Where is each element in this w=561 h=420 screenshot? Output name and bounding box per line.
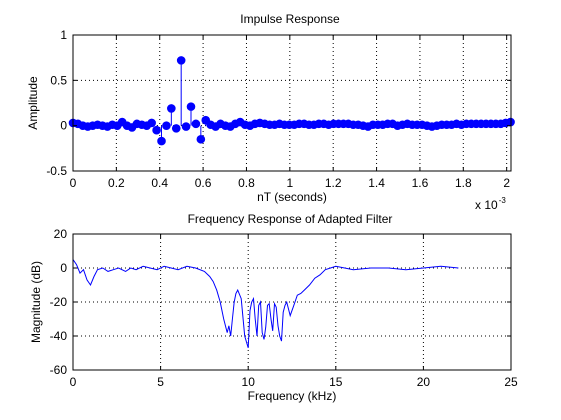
impulse-x-axis-label: nT (seconds) xyxy=(257,190,327,204)
impulse-stem-marker xyxy=(171,124,181,133)
impulse-ticks: 0 0.2 0.4 0.6 0.8 1 1.2 1.4 1.6 1.8 2-0.500.51 xyxy=(46,28,511,190)
impulse-stem-marker xyxy=(191,119,201,129)
freq-y-tick-label: 20 xyxy=(54,227,68,241)
impulse-x-multiplier-exponent: -3 xyxy=(499,196,507,205)
impulse-stem-marker xyxy=(176,56,186,65)
impulse-stem-marker xyxy=(152,125,161,135)
freq-x-tick-label: 10 xyxy=(242,375,256,389)
freq-ticks: 0 5 10 15 20 25 -60 -40 -20 0 20 xyxy=(50,227,518,389)
freq-y-tick-label: -20 xyxy=(50,295,68,309)
impulse-y-tick-label: 0.5 xyxy=(50,73,67,87)
freq-response-line xyxy=(72,259,459,349)
impulse-stem-marker xyxy=(167,104,176,113)
impulse-x-tick-label: 0.2 xyxy=(108,176,125,190)
freq-x-tick-label: 5 xyxy=(157,375,164,389)
freq-x-tick-label: 20 xyxy=(417,375,431,389)
impulse-x-multiplier: x 10-3 xyxy=(475,196,506,212)
freq-x-tick-label: 0 xyxy=(70,375,77,389)
impulse-stem-marker xyxy=(196,134,206,144)
impulse-x-tick-label: 0 xyxy=(70,176,77,190)
freq-grid xyxy=(73,234,511,370)
impulse-x-tick-label: 0.4 xyxy=(151,176,168,190)
frequency-response-axes: Frequency Response of Adapted Filter 0 5 1… xyxy=(29,212,518,403)
impulse-y-tick-label: 0 xyxy=(60,119,67,133)
impulse-x-tick-label: 0.8 xyxy=(238,176,255,190)
freq-y-tick-label: -60 xyxy=(50,363,68,377)
freq-chart-title: Frequency Response of Adapted Filter xyxy=(188,212,393,226)
impulse-response-axes: Impulse Response 0 0.2 0.4 0.6 0.8 1 1.2 1.4 1.6… xyxy=(26,12,515,212)
freq-x-axis-label: Frequency (kHz) xyxy=(248,389,337,403)
freq-y-tick-label: 0 xyxy=(60,261,67,275)
impulse-chart-title: Impulse Response xyxy=(240,12,340,26)
impulse-y-tick-label: 1 xyxy=(60,28,67,42)
freq-x-tick-label: 25 xyxy=(504,375,518,389)
impulse-x-tick-label: 1 xyxy=(286,176,293,190)
impulse-stem-marker xyxy=(157,136,166,146)
impulse-x-multiplier-base: x 10 xyxy=(475,198,498,212)
impulse-x-tick-label: 0.6 xyxy=(195,176,212,190)
impulse-x-tick-label: 1.2 xyxy=(325,176,342,190)
impulse-stem-marker xyxy=(162,121,171,130)
impulse-x-tick-label: 1.4 xyxy=(368,176,385,190)
impulse-y-tick-label: -0.5 xyxy=(46,164,67,178)
impulse-stem-marker xyxy=(147,118,156,128)
freq-x-tick-label: 15 xyxy=(329,375,343,389)
impulse-stem-marker xyxy=(186,102,196,111)
impulse-x-tick-label: 1.6 xyxy=(412,176,429,190)
impulse-axes-box xyxy=(72,34,512,172)
impulse-x-tick-label: 2 xyxy=(503,176,510,190)
impulse-stems xyxy=(68,56,515,146)
impulse-y-axis-label: Amplitude xyxy=(26,76,40,130)
freq-y-tick-label: -40 xyxy=(50,329,68,343)
freq-line xyxy=(72,259,459,349)
impulse-x-tick-label: 1.8 xyxy=(455,176,472,190)
impulse-plot-area xyxy=(73,35,511,171)
freq-y-axis-label: Magnitude (dB) xyxy=(29,261,43,343)
impulse-stem-marker xyxy=(181,122,191,131)
